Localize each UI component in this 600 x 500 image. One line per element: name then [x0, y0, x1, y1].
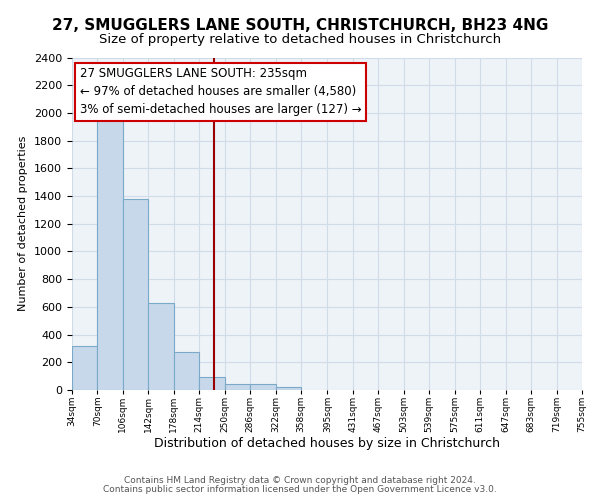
Bar — [174, 352, 199, 390]
X-axis label: Distribution of detached houses by size in Christchurch: Distribution of detached houses by size … — [154, 438, 500, 450]
Bar — [72, 346, 97, 390]
Bar — [225, 384, 250, 390]
Y-axis label: Number of detached properties: Number of detached properties — [19, 136, 28, 312]
Text: Contains public sector information licensed under the Open Government Licence v3: Contains public sector information licen… — [103, 484, 497, 494]
Text: 27, SMUGGLERS LANE SOUTH, CHRISTCHURCH, BH23 4NG: 27, SMUGGLERS LANE SOUTH, CHRISTCHURCH, … — [52, 18, 548, 32]
Bar — [276, 387, 301, 390]
Bar — [199, 377, 225, 390]
Bar — [123, 199, 148, 390]
Bar — [250, 384, 276, 390]
Text: 27 SMUGGLERS LANE SOUTH: 235sqm
← 97% of detached houses are smaller (4,580)
3% : 27 SMUGGLERS LANE SOUTH: 235sqm ← 97% of… — [80, 68, 361, 116]
Bar — [148, 302, 174, 390]
Bar — [97, 120, 123, 390]
Text: Contains HM Land Registry data © Crown copyright and database right 2024.: Contains HM Land Registry data © Crown c… — [124, 476, 476, 485]
Text: Size of property relative to detached houses in Christchurch: Size of property relative to detached ho… — [99, 32, 501, 46]
